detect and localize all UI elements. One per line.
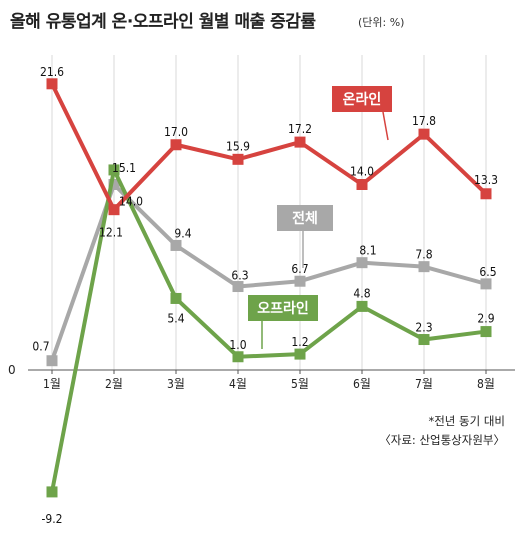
point-offline-5 [294, 348, 306, 360]
data-label-offline-8: 2.9 [477, 312, 494, 326]
series-tag-label-total: 전체 [292, 210, 318, 227]
point-online-7 [418, 128, 430, 140]
data-label-offline-6: 4.8 [353, 286, 370, 300]
series-tag-label-offline: 오프라인 [257, 300, 309, 317]
point-online-2 [108, 204, 120, 216]
x-axis: 1월 2월 3월 4월 5월 6월 7월 8월 [28, 369, 515, 391]
series-tag-online [332, 86, 392, 112]
data-label-online-4: 15.9 [226, 139, 250, 153]
data-labels: 21.6 12.1 17.0 15.9 17.2 14.0 17.8 13.3 0.7 14.0 9… [32, 65, 498, 526]
data-label-offline-4: 1.0 [229, 338, 246, 352]
series-tag-offline [248, 295, 318, 321]
point-offline-3 [170, 292, 182, 304]
point-offline-8 [480, 326, 492, 338]
footnote-comparison: *전년 동기 대비 [428, 414, 505, 428]
point-offline-2 [108, 164, 120, 176]
point-offline-6 [356, 300, 368, 312]
series-line-online [50, 82, 488, 212]
series-line-offline [50, 167, 487, 493]
tick-label-7: 7월 [415, 377, 433, 391]
tag-leader-online [382, 111, 389, 141]
tick-label-6: 6월 [353, 377, 371, 391]
point-online-1 [46, 78, 58, 90]
data-label-offline-2: 15.1 [112, 161, 136, 175]
tick-label-2: 2월 [105, 377, 123, 391]
tick-label-1: 1월 [43, 377, 61, 391]
point-total-2 [108, 179, 120, 190]
data-label-online-1: 21.6 [40, 65, 64, 79]
point-online-4 [232, 153, 244, 165]
tick-label-3: 3월 [167, 377, 185, 391]
point-offline-4 [232, 351, 244, 363]
data-label-offline-7: 2.3 [415, 321, 432, 335]
series-tag-label-online: 온라인 [343, 91, 382, 108]
chart-title: 올해 유통업계 온·오프라인 월별 매출 증감률 [10, 12, 316, 32]
series-layer [46, 78, 492, 498]
point-offline-1 [46, 486, 58, 498]
tick-label-8: 8월 [477, 377, 495, 391]
data-label-total-2: 14.0 [119, 195, 143, 209]
data-label-total-4: 6.3 [231, 269, 248, 283]
footnote-source: 〈자료: 산업통상자원부〉 [379, 433, 505, 447]
point-online-3 [170, 139, 182, 151]
point-total-4 [232, 281, 244, 293]
point-total-6 [356, 257, 368, 269]
chart-unit-note: (단위: %) [358, 16, 404, 29]
data-label-total-1: 0.7 [32, 340, 49, 354]
data-label-offline-5: 1.2 [291, 335, 308, 349]
point-total-1 [46, 355, 58, 367]
tick-label-4: 4월 [229, 377, 247, 391]
data-label-total-6: 8.1 [359, 244, 376, 258]
data-label-total-8: 6.5 [479, 265, 496, 279]
data-label-total-7: 7.8 [415, 248, 432, 262]
zero-label: 0 [8, 363, 16, 377]
data-label-offline-3: 5.4 [167, 311, 184, 325]
point-total-8 [480, 278, 492, 290]
data-label-online-3: 17.0 [164, 125, 188, 139]
point-offline-7 [418, 334, 430, 346]
data-label-online-8: 13.3 [474, 173, 498, 187]
data-label-online-2: 12.1 [99, 226, 123, 240]
data-label-online-7: 17.8 [412, 114, 436, 128]
data-label-online-5: 17.2 [288, 122, 312, 136]
point-online-6 [356, 179, 368, 190]
point-total-7 [418, 261, 430, 273]
point-online-5 [294, 136, 306, 148]
point-total-5 [294, 275, 306, 287]
data-label-offline-1: -9.2 [41, 512, 62, 526]
point-total-3 [170, 239, 182, 251]
series-tag-total [277, 205, 333, 231]
data-label-total-3: 9.4 [174, 226, 191, 240]
data-label-online-6: 14.0 [350, 165, 374, 179]
point-online-8 [480, 188, 492, 200]
data-label-total-5: 6.7 [291, 262, 308, 276]
tick-label-5: 5월 [291, 377, 309, 391]
